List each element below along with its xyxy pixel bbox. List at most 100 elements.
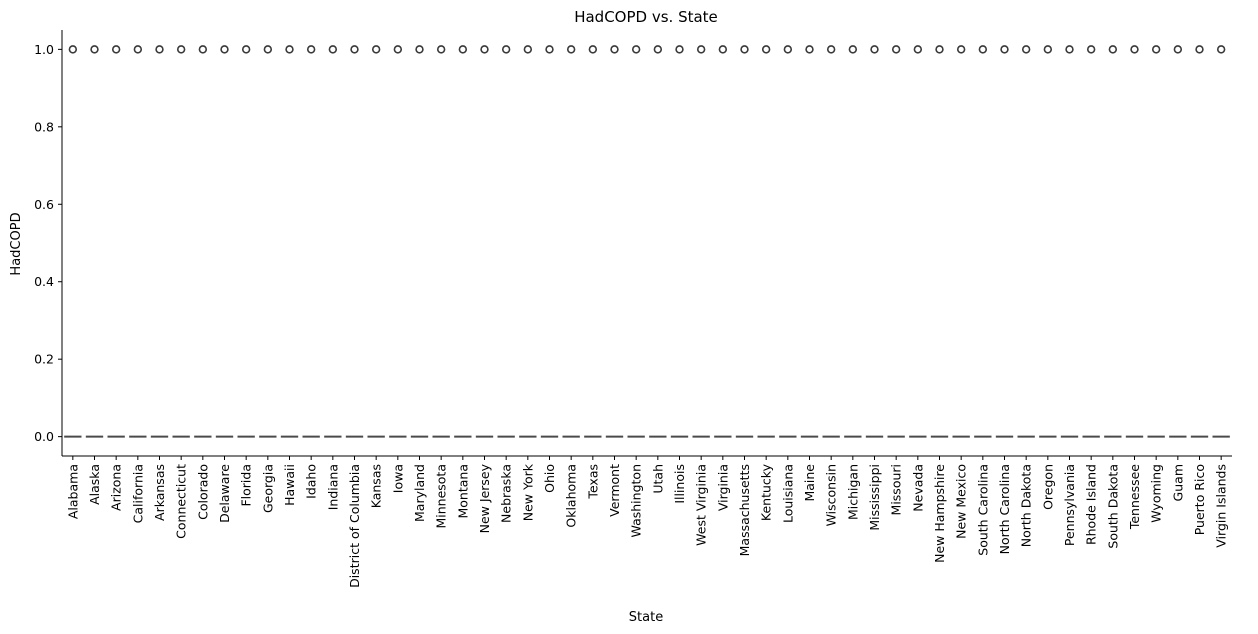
outlier-point-36 <box>848 45 858 54</box>
outlier-point-12 <box>328 45 338 54</box>
outlier-point-50 <box>1151 45 1161 54</box>
x-tick-label: Oklahoma <box>564 464 579 528</box>
outlier-point-42 <box>978 45 988 54</box>
x-tick-label: Georgia <box>260 464 275 513</box>
outlier-point-19 <box>480 45 489 54</box>
x-tick-label: Idaho <box>304 464 319 499</box>
x-tick-label: Ohio <box>542 464 557 493</box>
outlier-point-45 <box>1043 45 1053 54</box>
y-tick-label: 0.6 <box>34 197 54 212</box>
outlier-point-49 <box>1130 45 1139 54</box>
outlier-point-4 <box>155 45 164 54</box>
outlier-point-11 <box>306 45 316 54</box>
plot-area: 0.0 0.2 0.4 0.6 0.8 1.0 Alabama Alaska Arizona Ca… <box>34 30 1232 588</box>
x-tick-label: Vermont <box>607 464 622 517</box>
outlier-point-52 <box>1195 45 1204 54</box>
y-tick-label: 0.2 <box>34 352 54 367</box>
outlier-point-7 <box>220 45 229 54</box>
outlier-point-21 <box>523 45 533 54</box>
outlier-point-23 <box>566 45 576 54</box>
x-tick-label: South Dakota <box>1105 464 1120 549</box>
chart-title: HadCOPD vs. State <box>574 8 718 26</box>
outlier-point-51 <box>1173 45 1183 54</box>
outlier-point-46 <box>1065 45 1074 54</box>
outlier-point-27 <box>653 45 663 54</box>
y-tick-label: 0.8 <box>34 119 54 134</box>
x-tick-label: Tennessee <box>1127 464 1142 530</box>
outlier-point-0 <box>68 45 78 54</box>
x-tick-label: Arizona <box>109 464 124 511</box>
outlier-point-31 <box>740 45 749 54</box>
outlier-point-39 <box>913 45 923 54</box>
x-tick-label: Nebraska <box>499 464 514 523</box>
outlier-point-6 <box>198 45 208 54</box>
outlier-point-8 <box>241 45 251 54</box>
x-tick-label: California <box>130 464 145 523</box>
x-tick-label: West Virginia <box>694 464 709 546</box>
outlier-point-34 <box>805 45 814 54</box>
outlier-point-20 <box>501 45 511 54</box>
x-tick-label: Iowa <box>390 464 405 493</box>
outlier-point-48 <box>1108 45 1118 54</box>
x-tick-label: Wyoming <box>1149 464 1164 523</box>
outlier-point-44 <box>1021 45 1031 54</box>
outlier-point-40 <box>935 45 944 54</box>
outlier-point-2 <box>111 45 121 54</box>
x-tick-label: Washington <box>629 464 644 537</box>
x-axis-label: State <box>629 610 663 625</box>
x-tick-label: Colorado <box>195 464 210 520</box>
x-tick-label: North Carolina <box>997 464 1012 554</box>
x-tick-label: Arkansas <box>152 464 167 521</box>
outlier-point-37 <box>870 45 879 54</box>
x-tick-label: Guam <box>1170 464 1185 501</box>
outlier-point-17 <box>436 45 446 54</box>
outlier-point-22 <box>545 45 554 54</box>
y-tick-label: 0.0 <box>34 429 54 444</box>
x-tick-label: Alaska <box>87 464 102 505</box>
x-tick-label: North Dakota <box>1019 464 1034 547</box>
outlier-point-53 <box>1216 45 1226 54</box>
outlier-point-13 <box>350 45 359 54</box>
x-tick-label: Montana <box>455 464 470 519</box>
x-tick-label: Oregon <box>1040 464 1055 510</box>
x-tick-label: New Jersey <box>477 463 492 533</box>
outlier-point-25 <box>610 45 619 54</box>
x-tick-label: Michigan <box>845 464 860 520</box>
x-tick-label: South Carolina <box>975 464 990 556</box>
x-tick-label: Maine <box>802 464 817 502</box>
outlier-point-43 <box>1000 45 1009 54</box>
x-tick-label: Delaware <box>217 464 232 523</box>
outlier-point-1 <box>90 45 99 54</box>
outlier-point-28 <box>675 45 684 54</box>
outlier-point-15 <box>393 45 403 54</box>
y-tick-label: 0.4 <box>34 274 54 289</box>
outlier-point-18 <box>458 45 468 54</box>
x-tick-label: New Hampshire <box>932 464 947 563</box>
x-tick-label: Pennsylvania <box>1062 464 1077 546</box>
outlier-point-10 <box>285 45 294 54</box>
x-tick-label: Wisconsin <box>824 464 839 526</box>
x-tick-label: Illinois <box>672 464 687 504</box>
x-tick-label: Texas <box>585 464 600 500</box>
y-tick-label: 1.0 <box>34 42 54 57</box>
x-tick-label: Missouri <box>889 464 904 515</box>
x-tick-label: Mississippi <box>867 464 882 531</box>
x-tick-label: New York <box>520 463 535 521</box>
outlier-point-35 <box>826 45 836 54</box>
x-tick-label: Kansas <box>369 464 384 508</box>
outlier-point-16 <box>415 45 424 54</box>
outlier-point-26 <box>631 45 641 54</box>
x-tick-label: Kentucky <box>759 463 774 521</box>
x-tick-label: Hawaii <box>282 464 297 506</box>
outlier-point-9 <box>263 45 273 54</box>
x-tick-label: Virginia <box>715 464 730 511</box>
outlier-point-47 <box>1086 45 1096 54</box>
x-tick-label: Massachusetts <box>737 464 752 556</box>
x-tick-label: Rhode Island <box>1084 464 1099 545</box>
outlier-point-30 <box>718 45 728 54</box>
x-tick-label: Minnesota <box>434 464 449 529</box>
y-axis-label: HadCOPD <box>9 212 24 275</box>
x-tick-label: Connecticut <box>174 464 189 539</box>
x-tick-label: Nevada <box>910 464 925 512</box>
